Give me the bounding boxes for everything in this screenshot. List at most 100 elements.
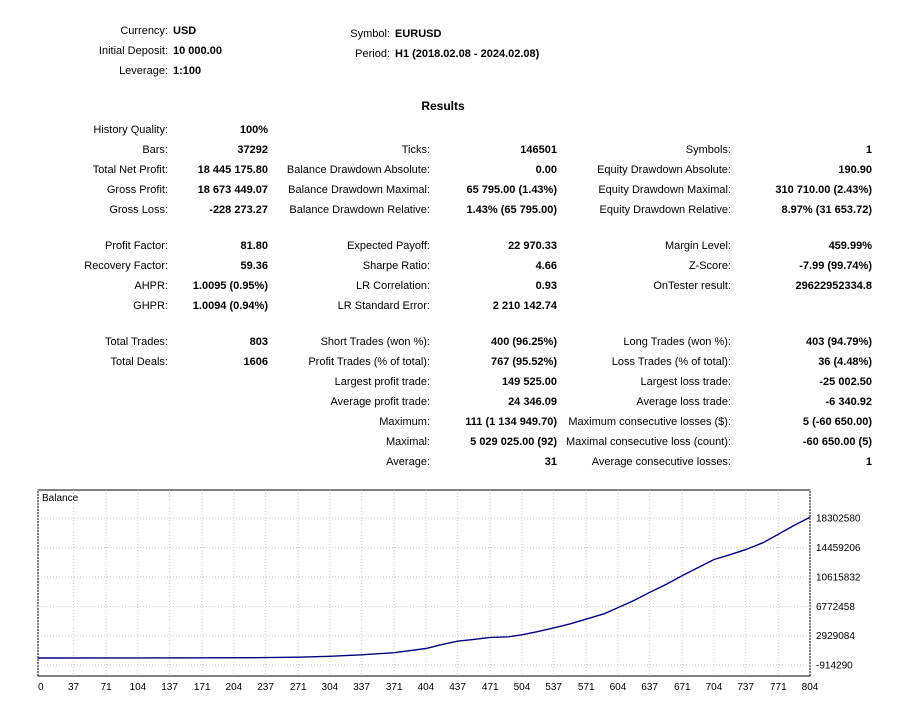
result-label: Equity Drawdown Absolute: xyxy=(597,164,731,176)
result-label: Total Net Profit: xyxy=(92,164,168,176)
result-label xyxy=(40,372,168,392)
result-label xyxy=(40,412,168,432)
result-label: Maximal consecutive loss (count): xyxy=(565,436,731,448)
result-label: History Quality: xyxy=(93,124,168,136)
result-row: AHPR: 1.0095 (0.95%) LR Correlation: 0.93 On… xyxy=(40,276,872,296)
y-axis-label: 2929084 xyxy=(816,631,855,642)
header-row: Initial Deposit: 10 000.00 xyxy=(40,41,222,61)
result-label: Profit Factor: xyxy=(105,240,168,252)
y-axis-label: -914290 xyxy=(816,661,853,672)
result-row: Total Deals: 1606 Profit Trades (% of tota… xyxy=(40,352,872,372)
balance-chart-svg: 18302580 14459206 10615832 6772458 2929084 -9… xyxy=(37,489,861,693)
header-label: Initial Deposit: xyxy=(98,45,168,57)
result-label: Average loss trade: xyxy=(636,396,731,408)
x-axis-label: 571 xyxy=(578,682,595,693)
result-label: Equity Drawdown Maximal: xyxy=(598,184,731,196)
result-value: -25 002.50 xyxy=(819,376,872,388)
result-value: 31 xyxy=(544,456,557,468)
result-value: 36 (4.48%) xyxy=(818,356,872,368)
result-value: 146501 xyxy=(520,144,557,156)
result-label xyxy=(40,452,168,472)
result-label: Gross Profit: xyxy=(106,184,168,196)
x-axis-label: 771 xyxy=(770,682,787,693)
result-value xyxy=(168,452,268,472)
result-label: Average consecutive losses: xyxy=(591,456,731,468)
result-value: 111 (1 134 949.70) xyxy=(465,416,557,428)
result-row: Maximum: 111 (1 134 949.70) Maximum consec… xyxy=(40,412,872,432)
header-value: USD xyxy=(173,25,197,37)
balance-line xyxy=(37,516,811,659)
result-value: 2 210 142.74 xyxy=(492,300,557,312)
result-value xyxy=(168,392,268,412)
result-label: Balance Drawdown Absolute: xyxy=(286,164,430,176)
result-value: 18 673 449.07 xyxy=(197,184,268,196)
results-table: History Quality: 100% Bars: 37292 Ticks: 1465… xyxy=(40,120,872,472)
header-label: Currency: xyxy=(120,25,168,37)
y-axis-label: 6772458 xyxy=(816,602,855,613)
x-axis-label: 371 xyxy=(386,682,403,693)
result-label xyxy=(557,296,731,316)
result-row: Gross Loss: -228 273.27 Balance Drawdown R… xyxy=(40,200,872,220)
header-value: 10 000.00 xyxy=(173,45,222,57)
result-value: 0.93 xyxy=(535,280,557,292)
result-value: 0.00 xyxy=(535,164,557,176)
result-value: 5 (-60 650.00) xyxy=(802,416,872,428)
result-label: Expected Payoff: xyxy=(347,240,430,252)
result-label: Average profit trade: xyxy=(330,396,430,408)
result-label: Maximum: xyxy=(379,416,430,428)
x-axis-label: 704 xyxy=(706,682,723,693)
chart-frame xyxy=(37,489,811,677)
result-label xyxy=(40,392,168,412)
header-value: 1:100 xyxy=(173,65,202,77)
result-label: Maximum consecutive losses ($): xyxy=(568,416,731,428)
result-value: -6 340.92 xyxy=(825,396,872,408)
result-label xyxy=(557,316,731,332)
result-row: Maximal: 5 029 025.00 (92) Maximal consecu… xyxy=(40,432,872,452)
result-label xyxy=(268,120,430,140)
result-label: Total Trades: xyxy=(105,336,168,348)
header-label: Period: xyxy=(355,48,390,60)
result-label: Average: xyxy=(386,456,430,468)
chart-legend-balance: Balance xyxy=(42,493,79,504)
result-value: 65 795.00 (1.43%) xyxy=(466,184,557,196)
result-row xyxy=(40,220,872,236)
result-row: Gross Profit: 18 673 449.07 Balance Drawdo… xyxy=(40,180,872,200)
result-value: 22 970.33 xyxy=(508,240,557,252)
result-value: -7.99 (99.74%) xyxy=(799,260,872,272)
result-label: GHPR: xyxy=(133,300,168,312)
x-axis-label: 171 xyxy=(194,682,211,693)
result-label: LR Standard Error: xyxy=(337,300,430,312)
result-label xyxy=(40,316,168,332)
result-value xyxy=(430,120,557,140)
header-value: H1 (2018.02.08 - 2024.02.08) xyxy=(395,48,540,60)
y-axis-label: 10615832 xyxy=(816,572,861,583)
header-row: Currency: USD xyxy=(40,21,222,41)
x-axis-label: 404 xyxy=(418,682,435,693)
result-value xyxy=(168,412,268,432)
result-value: 403 (94.79%) xyxy=(805,336,872,348)
result-label: Balance Drawdown Relative: xyxy=(289,204,430,216)
result-label: Profit Trades (% of total): xyxy=(308,356,430,368)
result-value: 1.43% (65 795.00) xyxy=(466,204,557,216)
result-value: 8.97% (31 653.72) xyxy=(781,204,872,216)
balance-chart: 18302580 14459206 10615832 6772458 2929084 -9… xyxy=(0,488,916,702)
result-row: Average: 31 Average consecutive losses: 1 xyxy=(40,452,872,472)
x-axis-label: 237 xyxy=(257,682,274,693)
result-value: 1.0094 (0.94%) xyxy=(192,300,268,312)
x-axis-label: 0 xyxy=(38,682,44,693)
result-value xyxy=(168,316,268,332)
header-row: Period: H1 (2018.02.08 - 2024.02.08) xyxy=(300,44,539,64)
result-label: OnTester result: xyxy=(653,280,731,292)
result-label: Short Trades (won %): xyxy=(320,336,430,348)
result-row: Recovery Factor: 59.36 Sharpe Ratio: 4.66 Z-… xyxy=(40,256,872,276)
result-row: Profit Factor: 81.80 Expected Payoff: 22 97… xyxy=(40,236,872,256)
result-label: Bars: xyxy=(142,144,168,156)
result-row: Total Trades: 803 Short Trades (won %): 400… xyxy=(40,332,872,352)
result-label: AHPR: xyxy=(134,280,168,292)
result-value xyxy=(430,220,557,236)
result-value: 18 445 175.80 xyxy=(197,164,268,176)
result-label: Gross Loss: xyxy=(109,204,168,216)
result-label: Sharpe Ratio: xyxy=(362,260,430,272)
result-value: 29622952334.8 xyxy=(795,280,872,292)
result-value xyxy=(731,220,872,236)
